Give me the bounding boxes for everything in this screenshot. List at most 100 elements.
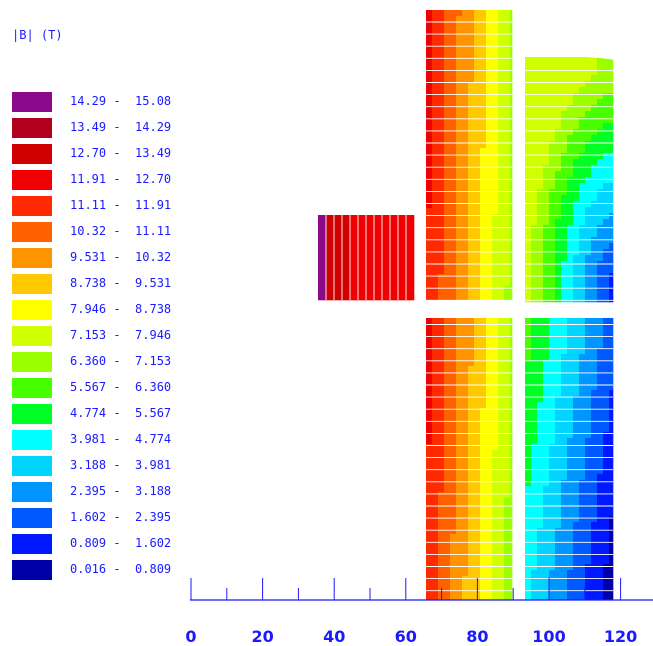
outer-block-lower <box>585 522 592 529</box>
outer-block-lower <box>609 396 614 403</box>
outer-block-lower <box>537 570 544 577</box>
middle-block-upper <box>492 88 499 95</box>
middle-block-upper <box>426 286 433 293</box>
outer-block-upper <box>561 267 568 274</box>
middle-block-upper <box>438 136 445 143</box>
middle-block-upper <box>498 100 505 107</box>
outer-block-upper <box>537 69 544 76</box>
middle-block-lower <box>480 342 487 349</box>
middle-block-upper <box>504 232 511 239</box>
outer-block-upper <box>561 129 568 136</box>
outer-block-upper <box>567 129 574 136</box>
middle-block-lower <box>462 366 469 373</box>
middle-block-upper <box>486 64 493 71</box>
outer-block-lower <box>579 480 586 487</box>
outer-block-upper <box>537 105 544 112</box>
middle-block-upper <box>492 40 499 47</box>
middle-block-upper <box>432 76 439 83</box>
middle-block-upper <box>432 166 439 173</box>
middle-block-upper <box>456 130 463 137</box>
outer-block-upper <box>567 141 574 148</box>
middle-block-upper <box>474 88 481 95</box>
outer-block-lower <box>561 516 568 523</box>
middle-block-upper <box>432 154 439 161</box>
outer-block-lower <box>543 540 550 547</box>
outer-block-upper <box>537 123 544 130</box>
middle-block-lower <box>426 330 433 337</box>
middle-block-upper <box>486 100 493 107</box>
middle-block-lower <box>492 390 499 397</box>
outer-block-lower <box>597 540 604 547</box>
outer-block-upper <box>531 75 538 82</box>
middle-block-lower <box>468 438 475 445</box>
middle-block-upper <box>492 280 499 287</box>
outer-block-lower <box>591 474 598 481</box>
middle-block-lower <box>510 546 513 553</box>
outer-block-lower <box>603 528 610 535</box>
outer-block-lower <box>537 516 544 523</box>
middle-block-upper <box>510 28 513 35</box>
middle-block-upper <box>450 190 457 197</box>
outer-block-lower <box>591 486 598 493</box>
outer-block-upper <box>585 219 592 226</box>
outer-block-lower <box>555 390 562 397</box>
outer-block-upper <box>543 147 550 154</box>
outer-block-lower <box>579 378 586 385</box>
legend-range: 6.360 - 7.153 <box>70 354 172 368</box>
outer-block-lower <box>603 444 610 451</box>
middle-block-lower <box>462 468 469 475</box>
outer-block-upper <box>579 129 586 136</box>
outer-block-lower <box>573 474 580 481</box>
middle-block-lower <box>510 552 513 559</box>
middle-block-lower <box>432 468 439 475</box>
middle-block-lower <box>462 372 469 379</box>
outer-block-lower <box>561 558 568 565</box>
outer-block-lower <box>531 594 538 601</box>
outer-block-lower <box>597 360 604 367</box>
middle-block-upper <box>498 178 505 185</box>
outer-block-upper <box>597 99 604 106</box>
outer-block-upper <box>549 105 556 112</box>
middle-block-lower <box>426 390 433 397</box>
outer-block-upper <box>549 123 556 130</box>
outer-block-lower <box>591 456 598 463</box>
outer-block-lower <box>609 336 614 343</box>
outer-block-upper <box>603 213 610 220</box>
outer-block-lower <box>603 324 610 331</box>
middle-block-lower <box>474 486 481 493</box>
middle-block-lower <box>456 570 463 577</box>
outer-block-upper <box>561 117 568 124</box>
outer-block-upper <box>597 111 604 118</box>
middle-block-lower <box>444 582 451 589</box>
middle-block-upper <box>498 268 505 275</box>
middle-block-upper <box>438 262 445 269</box>
middle-block-lower <box>444 510 451 517</box>
outer-block-upper <box>609 171 614 178</box>
middle-block-lower <box>504 522 511 529</box>
middle-block-lower <box>510 372 513 379</box>
outer-block-upper <box>573 57 580 64</box>
outer-block-lower <box>561 426 568 433</box>
outer-block-upper <box>603 87 610 94</box>
outer-block-upper <box>609 123 614 130</box>
outer-block-upper <box>609 111 614 118</box>
outer-block-lower <box>561 594 568 601</box>
middle-block-lower <box>504 594 511 601</box>
middle-block-lower <box>510 342 513 349</box>
outer-block-lower <box>603 546 610 553</box>
middle-block-lower <box>444 480 451 487</box>
middle-block-upper <box>504 166 511 173</box>
middle-block-lower <box>450 570 457 577</box>
outer-block-lower <box>555 378 562 385</box>
middle-block-upper <box>432 286 439 293</box>
outer-block-lower <box>585 372 592 379</box>
middle-block-upper <box>450 28 457 35</box>
middle-block-lower <box>510 366 513 373</box>
outer-block-upper <box>579 99 586 106</box>
outer-block-upper <box>531 177 538 184</box>
middle-block-upper <box>474 178 481 185</box>
middle-block-lower <box>438 504 445 511</box>
middle-block-upper <box>480 16 487 23</box>
outer-block-lower <box>531 450 538 457</box>
middle-block-lower <box>504 414 511 421</box>
